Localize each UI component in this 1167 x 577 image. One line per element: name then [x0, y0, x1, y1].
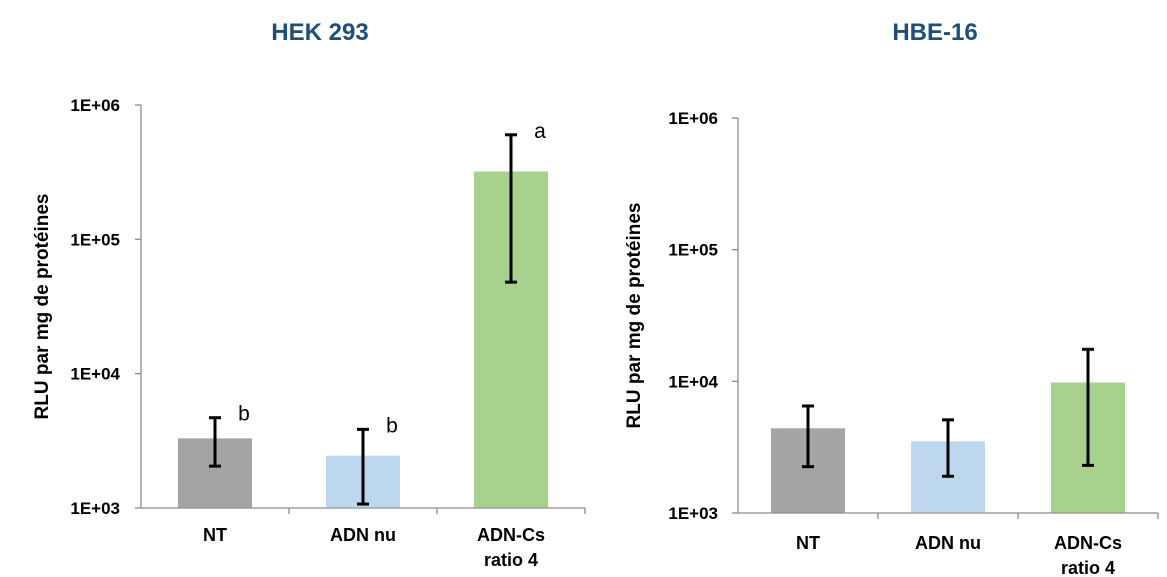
chart-title: HEK 293 — [271, 19, 368, 46]
y-tick-label: 1E+05 — [668, 241, 718, 260]
category-label: ratio 4 — [1061, 558, 1115, 577]
category-label: ADN-Cs — [477, 525, 545, 545]
category-label: ADN-Cs — [1054, 533, 1122, 553]
chart-title: HBE-16 — [892, 19, 977, 46]
category-label: ADN nu — [330, 525, 396, 545]
y-tick-label: 1E+04 — [668, 372, 718, 391]
y-axis-label: RLU par mg de protéines — [624, 203, 645, 429]
y-tick-label: 1E+03 — [668, 504, 718, 523]
category-label: NT — [203, 525, 227, 545]
category-label: ADN nu — [915, 533, 981, 553]
significance-letter: b — [386, 414, 398, 437]
y-tick-label: 1E+05 — [70, 230, 120, 249]
y-tick-label: 1E+06 — [70, 96, 120, 115]
y-tick-label: 1E+06 — [668, 109, 718, 128]
y-tick-label: 1E+03 — [70, 499, 120, 518]
chart-hek293: HEK 293 RLU par mg de protéines 1E+03 1E+04… — [32, 19, 586, 570]
significance-letter: a — [534, 120, 546, 143]
significance-letter: b — [238, 403, 250, 426]
y-axis-label: RLU par mg de protéines — [32, 194, 53, 420]
category-label: NT — [796, 533, 820, 553]
chart-hbe16: HBE-16 RLU par mg de protéines 1E+03 1E+04 1… — [624, 19, 1159, 577]
y-tick-label: 1E+04 — [70, 365, 120, 384]
category-label: ratio 4 — [484, 550, 538, 570]
